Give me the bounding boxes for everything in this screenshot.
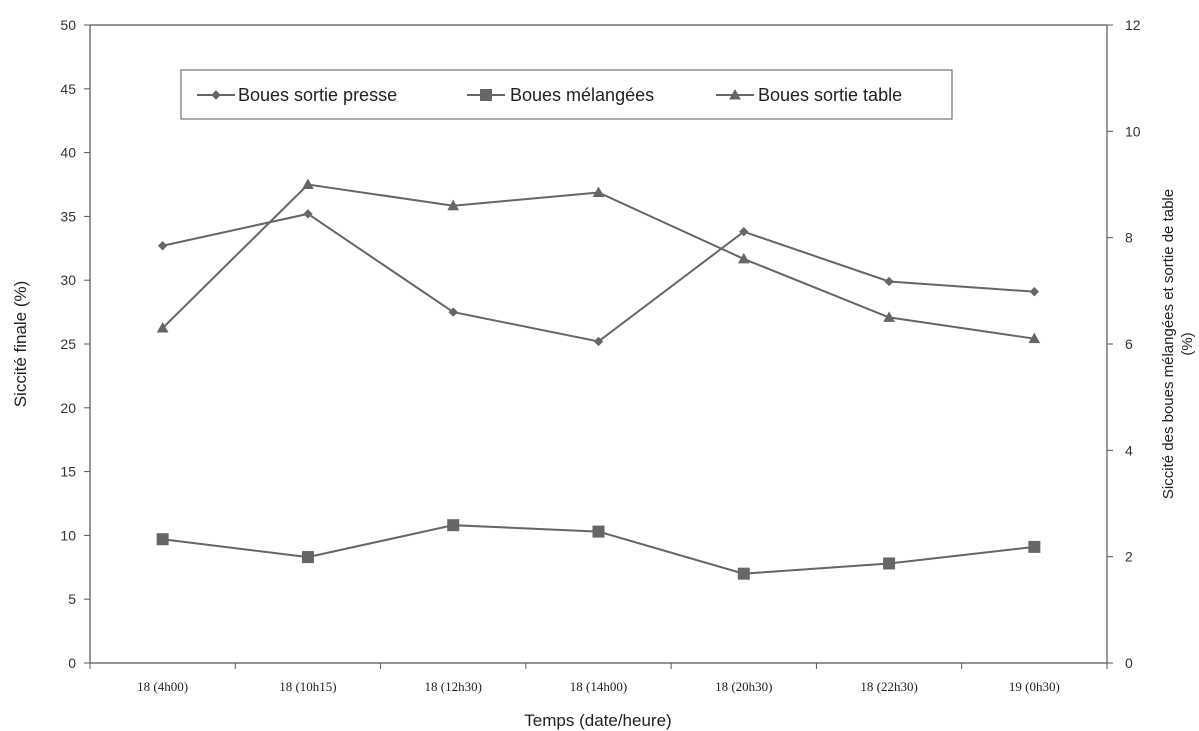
series-3 xyxy=(156,178,1041,344)
legend-box xyxy=(180,69,953,120)
data-point xyxy=(737,252,750,264)
data-point xyxy=(1028,540,1041,553)
y-tick-label: 10 xyxy=(60,527,76,543)
y2-axis-title: Siccité des boues mélangées et sortie de… xyxy=(1160,189,1177,499)
data-point xyxy=(883,557,896,570)
right-ticks: 0 2 4 6 8 10 12 xyxy=(1107,17,1141,671)
data-point xyxy=(447,519,460,532)
x-axis-title: Temps (date/heure) xyxy=(524,711,671,730)
y-tick-label: 35 xyxy=(60,208,76,224)
x-ticks: 18 (4h00) 18 (10h15) 18 (12h30) 18 (14h00) 1… xyxy=(89,663,1108,694)
legend-swatch-marker xyxy=(729,88,741,100)
y2-axis-title-unit: (%) xyxy=(1179,332,1196,355)
y-tick-label: 50 xyxy=(60,17,76,33)
x-tick-label: 19 (0h30) xyxy=(1009,679,1060,694)
legend-item: Boues sortie table xyxy=(716,85,902,105)
data-point xyxy=(883,311,895,322)
y-tick-label: 5 xyxy=(68,591,76,607)
legend-item: Boues mélangées xyxy=(467,85,654,105)
series-line xyxy=(162,212,1035,343)
legend: Boues sortie presse Boues mélangées Boues … xyxy=(180,69,953,120)
data-point xyxy=(301,551,314,564)
legend-label: Boues mélangées xyxy=(510,85,654,105)
series-line xyxy=(161,183,1035,340)
y2-tick-label: 6 xyxy=(1125,336,1133,352)
x-tick-label: 18 (4h00) xyxy=(137,679,188,694)
legend-swatch-marker xyxy=(480,89,492,101)
data-point xyxy=(592,186,605,197)
data-point xyxy=(157,241,168,251)
y2-tick-label: 12 xyxy=(1125,17,1141,33)
y-axis-title: Siccité finale (%) xyxy=(11,281,30,408)
x-tick-label: 18 (22h30) xyxy=(860,679,917,694)
left-ticks: 0 5 10 15 20 25 30 35 40 45 50 xyxy=(60,17,90,671)
data-point xyxy=(1028,332,1041,344)
y2-tick-label: 10 xyxy=(1125,123,1141,139)
y-tick-label: 15 xyxy=(60,464,76,480)
y-tick-label: 25 xyxy=(60,336,76,352)
data-point xyxy=(592,525,605,538)
y2-tick-label: 0 xyxy=(1125,655,1133,671)
data-point xyxy=(593,336,604,347)
y-tick-label: 45 xyxy=(60,81,76,97)
data-point xyxy=(448,307,458,317)
series-2 xyxy=(156,519,1041,580)
data-point xyxy=(447,199,460,211)
data-point xyxy=(737,567,750,580)
y2-tick-label: 8 xyxy=(1125,230,1133,246)
data-point xyxy=(1029,286,1040,297)
legend-label: Boues sortie table xyxy=(758,85,902,105)
data-point xyxy=(156,322,169,333)
legend-item: Boues sortie presse xyxy=(197,85,397,105)
data-point xyxy=(302,178,314,189)
x-tick-label: 18 (10h15) xyxy=(279,679,336,694)
legend-swatch-marker xyxy=(211,90,221,100)
legend-label: Boues sortie presse xyxy=(238,85,397,105)
x-tick-label: 18 (12h30) xyxy=(425,679,482,694)
data-point xyxy=(884,276,894,287)
y2-tick-label: 2 xyxy=(1125,549,1133,565)
series-group xyxy=(156,178,1041,580)
data-point xyxy=(303,209,313,219)
y-tick-label: 0 xyxy=(68,655,76,671)
series-1 xyxy=(157,209,1040,347)
x-tick-label: 18 (14h00) xyxy=(570,679,627,694)
y2-tick-label: 4 xyxy=(1125,442,1133,458)
y-tick-label: 40 xyxy=(60,145,76,161)
data-point xyxy=(156,533,169,546)
data-point xyxy=(739,227,749,237)
y-tick-label: 20 xyxy=(60,400,76,416)
x-tick-label: 18 (20h30) xyxy=(715,679,772,694)
y-tick-label: 30 xyxy=(60,272,76,288)
